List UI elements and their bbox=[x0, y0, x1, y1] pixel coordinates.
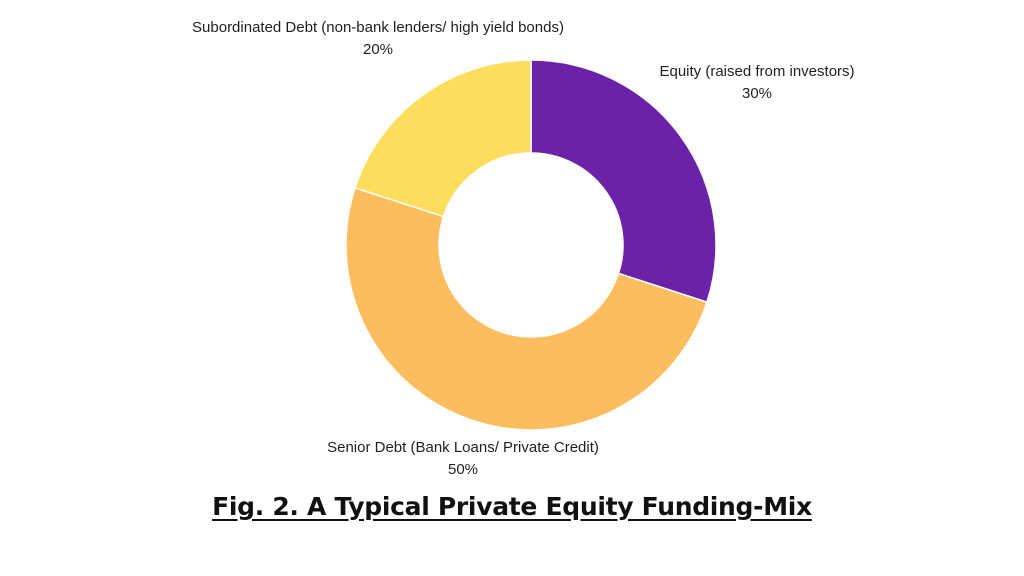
slice-value-1: 30% bbox=[742, 85, 772, 102]
donut-slice-1 bbox=[530, 59, 717, 304]
slice-label-3: Subordinated Debt (non-bank lenders/ hig… bbox=[192, 19, 564, 36]
slice-label-1: Equity (raised from investors) bbox=[659, 63, 854, 80]
slice-value-3: 20% bbox=[363, 41, 393, 58]
slice-label-2: Senior Debt (Bank Loans/ Private Credit) bbox=[327, 439, 599, 456]
slice-labels: Equity (raised from investors) 30% Senior … bbox=[192, 19, 854, 478]
slice-value-2: 50% bbox=[448, 461, 478, 478]
donut-slice-2 bbox=[345, 186, 708, 431]
donut-slice-3 bbox=[354, 59, 532, 218]
donut-slices bbox=[345, 59, 717, 431]
figure-caption: Fig. 2. A Typical Private Equity Funding… bbox=[212, 492, 812, 521]
